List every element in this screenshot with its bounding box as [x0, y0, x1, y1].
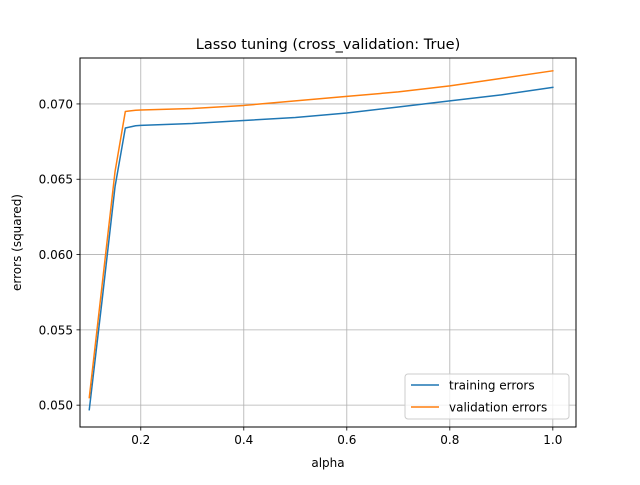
grid [80, 58, 576, 427]
y-tick-label: 0.070 [39, 97, 73, 111]
legend-label-training-errors: training errors [449, 379, 535, 393]
x-tick-label: 0.4 [234, 433, 253, 447]
chart-title: Lasso tuning (cross_validation: True) [196, 37, 461, 53]
ticks: 0.2 0.4 0.6 0.8 1.0 0.050 0.055 0.060 0.065 0.070 [39, 97, 563, 447]
series-lines [88, 69, 554, 411]
y-tick-label: 0.060 [39, 248, 73, 262]
x-axis-label: alpha [311, 456, 344, 470]
x-tick-label: 0.2 [131, 433, 150, 447]
y-tick-label: 0.055 [39, 323, 73, 337]
series-line-validation-errors [88, 69, 554, 399]
y-axis-label: errors (squared) [10, 194, 24, 291]
x-tick-label: 1.0 [543, 433, 562, 447]
x-tick-label: 0.8 [440, 433, 459, 447]
y-tick-label: 0.065 [39, 173, 73, 187]
legend-box [404, 373, 570, 420]
legend: training errors validation errors [404, 373, 570, 420]
x-tick-label: 0.6 [337, 433, 356, 447]
series-line-training-errors [88, 86, 554, 411]
y-tick-label: 0.050 [39, 399, 73, 413]
legend-label-validation-errors: validation errors [449, 401, 547, 415]
axes-frame [79, 57, 577, 428]
